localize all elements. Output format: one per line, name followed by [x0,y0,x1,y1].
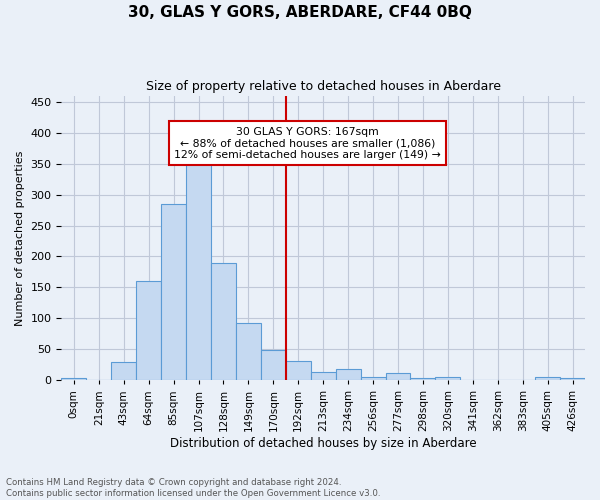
Bar [535,377,560,380]
Bar [186,164,211,380]
Text: 30 GLAS Y GORS: 167sqm
← 88% of detached houses are smaller (1,086)
12% of semi-: 30 GLAS Y GORS: 167sqm ← 88% of detached… [174,127,441,160]
Bar [436,377,460,380]
Bar [161,204,186,380]
X-axis label: Distribution of detached houses by size in Aberdare: Distribution of detached houses by size … [170,437,476,450]
Bar [136,280,161,380]
Bar [236,322,261,380]
Bar [211,262,236,380]
Bar [335,369,361,380]
Bar [61,378,86,380]
Text: Contains HM Land Registry data © Crown copyright and database right 2024.
Contai: Contains HM Land Registry data © Crown c… [6,478,380,498]
Text: 30, GLAS Y GORS, ABERDARE, CF44 0BQ: 30, GLAS Y GORS, ABERDARE, CF44 0BQ [128,5,472,20]
Bar [361,376,386,380]
Bar [261,350,286,380]
Bar [111,362,136,380]
Bar [410,378,436,380]
Bar [560,378,585,380]
Y-axis label: Number of detached properties: Number of detached properties [15,150,25,326]
Bar [386,374,410,380]
Title: Size of property relative to detached houses in Aberdare: Size of property relative to detached ho… [146,80,501,93]
Bar [286,361,311,380]
Bar [311,372,335,380]
